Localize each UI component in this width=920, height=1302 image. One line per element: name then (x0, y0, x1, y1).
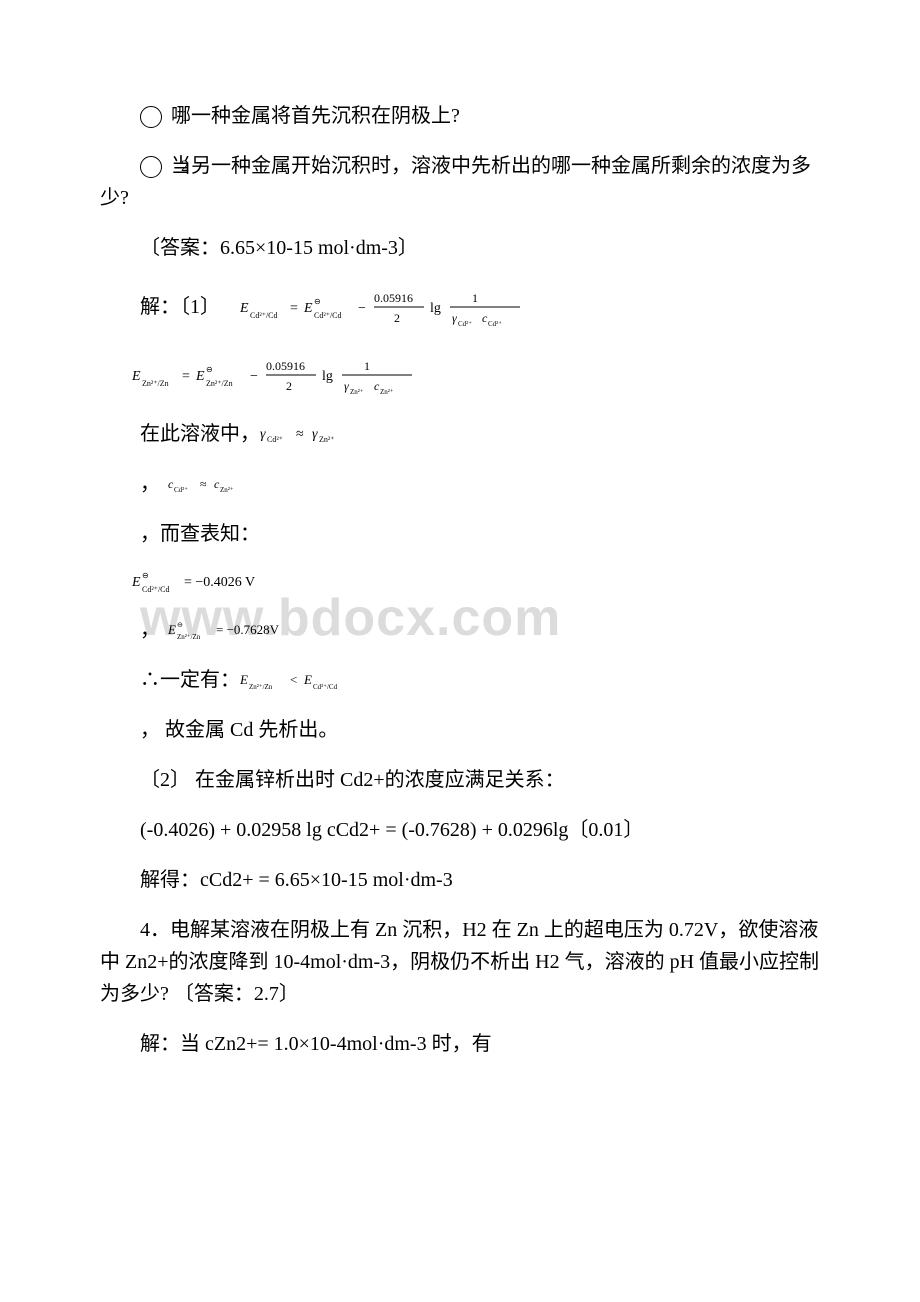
formula-cd-nernst: E Cd²⁺/Cd = E ⊖ Cd²⁺/Cd − 0.05916 2 lg 1… (240, 282, 560, 332)
svg-text:= −0.7628V: = −0.7628V (216, 622, 280, 637)
svg-text:E: E (168, 622, 176, 637)
svg-text:= −0.4026 V: = −0.4026 V (184, 575, 255, 590)
svg-text:Cd²⁺: Cd²⁺ (488, 320, 502, 328)
e-zn-std-line: ， E ⊖ Zn²⁺/Zn = −0.7628V (100, 614, 820, 646)
svg-text:Zn²⁺: Zn²⁺ (220, 486, 234, 494)
svg-text:−: − (358, 301, 366, 316)
formula-e-zn-std: E ⊖ Zn²⁺/Zn = −0.7628V (168, 618, 348, 642)
svg-text:Cd²⁺/Cd: Cd²⁺/Cd (142, 585, 170, 594)
formula-zn-nernst-line: E Zn²⁺/Zn = E ⊖ Zn²⁺/Zn − 0.05916 2 lg 1… (100, 350, 820, 400)
formula-e-cd-std: E ⊖ Cd²⁺/Cd = −0.4026 V (132, 568, 312, 596)
svg-text:Cd²⁺/Cd: Cd²⁺/Cd (314, 311, 342, 320)
q2-text: 当另一种金属开始沉积时，溶液中先析出的哪一种金属所剩余的浓度为多少? (100, 155, 811, 209)
svg-text:2: 2 (286, 379, 292, 393)
solution-line-1: 解：〔1〕 E Cd²⁺/Cd = E ⊖ Cd²⁺/Cd − 0.05916 … (100, 282, 820, 332)
svg-text:Zn²⁺/Zn: Zn²⁺/Zn (142, 379, 169, 388)
formula-zn-nernst: E Zn²⁺/Zn = E ⊖ Zn²⁺/Zn − 0.05916 2 lg 1… (132, 350, 452, 400)
svg-text:E: E (240, 301, 249, 316)
q1-text: 哪一种金属将首先沉积在阴极上? (166, 105, 460, 127)
svg-text:E: E (132, 575, 141, 590)
svg-text:γ: γ (260, 427, 266, 442)
solve: 解得：cCd2+ = 6.65×10-15 mol·dm-3 (100, 864, 820, 896)
in-solution-line: 在此溶液中， γ Cd²⁺ ≈ γ Zn²⁺ (100, 418, 820, 450)
e-cd-std-line: E ⊖ Cd²⁺/Cd = −0.4026 V (100, 568, 820, 596)
svg-text:0.05916: 0.05916 (374, 291, 413, 305)
svg-text:Zn²⁺: Zn²⁺ (350, 388, 364, 396)
lookup-line: ，而查表知： (100, 518, 820, 550)
svg-text:⊖: ⊖ (314, 297, 321, 306)
comma2: ， (100, 614, 160, 646)
therefore-text: ∴一定有： (100, 664, 240, 696)
question-4: 4．电解某溶液在阴极上有 Zn 沉积，H2 在 Zn 上的超电压为 0.72V，… (100, 914, 820, 1010)
svg-text:Cd²⁺: Cd²⁺ (174, 486, 188, 494)
svg-text:Cd²⁺/Cd: Cd²⁺/Cd (250, 311, 278, 320)
part2: 〔2〕 在金属锌析出时 Cd2+的浓度应满足关系： (100, 764, 820, 796)
formula-c-approx: c Cd²⁺ ≈ c Zn²⁺ (168, 474, 278, 494)
therefore-line: ∴一定有： E Zn²⁺/Zn < E Cd²⁺/Cd (100, 664, 820, 696)
circled-1: 1 (140, 106, 162, 128)
solution-label: 解：〔1〕 (100, 291, 220, 323)
svg-text:≈: ≈ (296, 427, 304, 442)
svg-text:Zn²⁺: Zn²⁺ (319, 435, 335, 444)
svg-text:2: 2 (394, 311, 400, 325)
svg-text:Zn²⁺/Zn: Zn²⁺/Zn (206, 379, 233, 388)
formula-e-compare: E Zn²⁺/Zn < E Cd²⁺/Cd (240, 668, 410, 692)
svg-text:Zn²⁺: Zn²⁺ (380, 388, 394, 396)
svg-text:=: = (182, 369, 190, 384)
svg-text:⊖: ⊖ (142, 571, 149, 580)
q4-solution: 解：当 cZn2+= 1.0×10-4mol·dm-3 时，有 (100, 1028, 820, 1060)
svg-text:Cd²⁺: Cd²⁺ (458, 320, 472, 328)
svg-text:=: = (290, 301, 298, 316)
question-1: 1 哪一种金属将首先沉积在阴极上? (100, 100, 820, 132)
svg-text:1: 1 (472, 291, 478, 305)
circled-2: 2 (140, 156, 162, 178)
svg-text:Cd²⁺: Cd²⁺ (267, 435, 283, 444)
svg-text:≈: ≈ (200, 477, 207, 491)
svg-text:lg: lg (322, 369, 333, 384)
formula-gamma-approx: γ Cd²⁺ ≈ γ Zn²⁺ (260, 422, 370, 446)
comma1: ， (100, 468, 160, 500)
equation: (-0.4026) + 0.02958 lg cCd2+ = (-0.7628)… (100, 814, 820, 846)
in-solution-text: 在此溶液中， (100, 418, 260, 450)
svg-text:E: E (240, 672, 248, 687)
svg-text:Zn²⁺/Zn: Zn²⁺/Zn (249, 683, 273, 691)
svg-text:0.05916: 0.05916 (266, 359, 305, 373)
svg-text:γ: γ (452, 311, 457, 325)
svg-text:E: E (303, 672, 312, 687)
document-content: 1 哪一种金属将首先沉积在阴极上? 2 当另一种金属开始沉积时，溶液中先析出的哪… (100, 100, 820, 1060)
svg-text:<: < (290, 672, 297, 687)
svg-text:Zn²⁺/Zn: Zn²⁺/Zn (177, 633, 201, 641)
svg-text:E: E (303, 301, 313, 316)
svg-text:γ: γ (312, 427, 318, 442)
svg-text:⊖: ⊖ (206, 365, 213, 374)
svg-text:1: 1 (364, 359, 370, 373)
svg-text:−: − (250, 369, 258, 384)
c-approx-line: ， c Cd²⁺ ≈ c Zn²⁺ (100, 468, 820, 500)
svg-text:⊖: ⊖ (177, 621, 183, 629)
answer-hint: 〔答案：6.65×10-15 mol·dm-3〕 (100, 232, 820, 264)
question-2: 2 当另一种金属开始沉积时，溶液中先析出的哪一种金属所剩余的浓度为多少? (100, 150, 820, 214)
svg-text:E: E (132, 369, 141, 384)
svg-text:lg: lg (430, 301, 441, 316)
svg-text:E: E (195, 369, 205, 384)
svg-text:γ: γ (344, 379, 349, 393)
svg-text:Cd²⁺/Cd: Cd²⁺/Cd (313, 683, 338, 691)
conclusion: ， 故金属 Cd 先析出。 (100, 714, 820, 746)
